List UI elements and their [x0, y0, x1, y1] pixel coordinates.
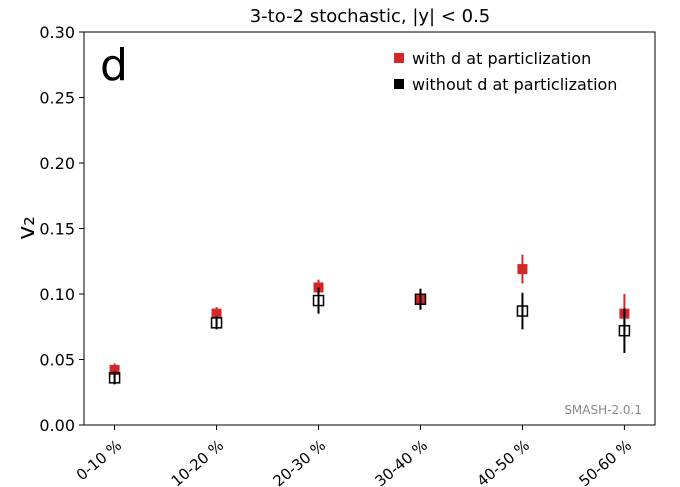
legend-marker	[394, 53, 404, 63]
y-tick-label: 0.15	[39, 220, 75, 239]
marker	[108, 372, 121, 384]
panel-label: d	[100, 40, 128, 91]
chart-title: 3-to-2 stochastic, |y| < 0.5	[250, 6, 491, 27]
marker	[109, 364, 120, 375]
x-tick-label: 10-20 %	[168, 436, 228, 487]
marker	[618, 324, 631, 337]
y-tick-label: 0.05	[39, 351, 75, 370]
legend-label: with d at particlization	[412, 49, 591, 68]
x-tick-label: 0-10 %	[73, 436, 125, 484]
x-tick-label: 30-40 %	[372, 436, 432, 487]
marker	[210, 317, 223, 329]
y-tick-label: 0.00	[39, 416, 75, 435]
x-tick-label: 20-30 %	[270, 436, 330, 487]
legend-label: without d at particlization	[412, 75, 617, 94]
marker	[516, 305, 529, 317]
y-axis-label: v₂	[12, 216, 40, 240]
annotation: SMASH-2.0.1	[564, 403, 642, 417]
x-tick-label: 40-50 %	[473, 436, 533, 487]
marker	[517, 264, 528, 275]
y-tick-label: 0.30	[39, 23, 75, 42]
y-tick-label: 0.10	[39, 285, 75, 304]
x-tick-label: 50-60 %	[575, 436, 635, 487]
marker	[312, 294, 325, 307]
marker	[414, 293, 427, 305]
y-tick-label: 0.20	[39, 154, 75, 173]
marker	[211, 308, 222, 319]
y-tick-label: 0.25	[39, 89, 75, 108]
legend-marker	[394, 79, 404, 89]
